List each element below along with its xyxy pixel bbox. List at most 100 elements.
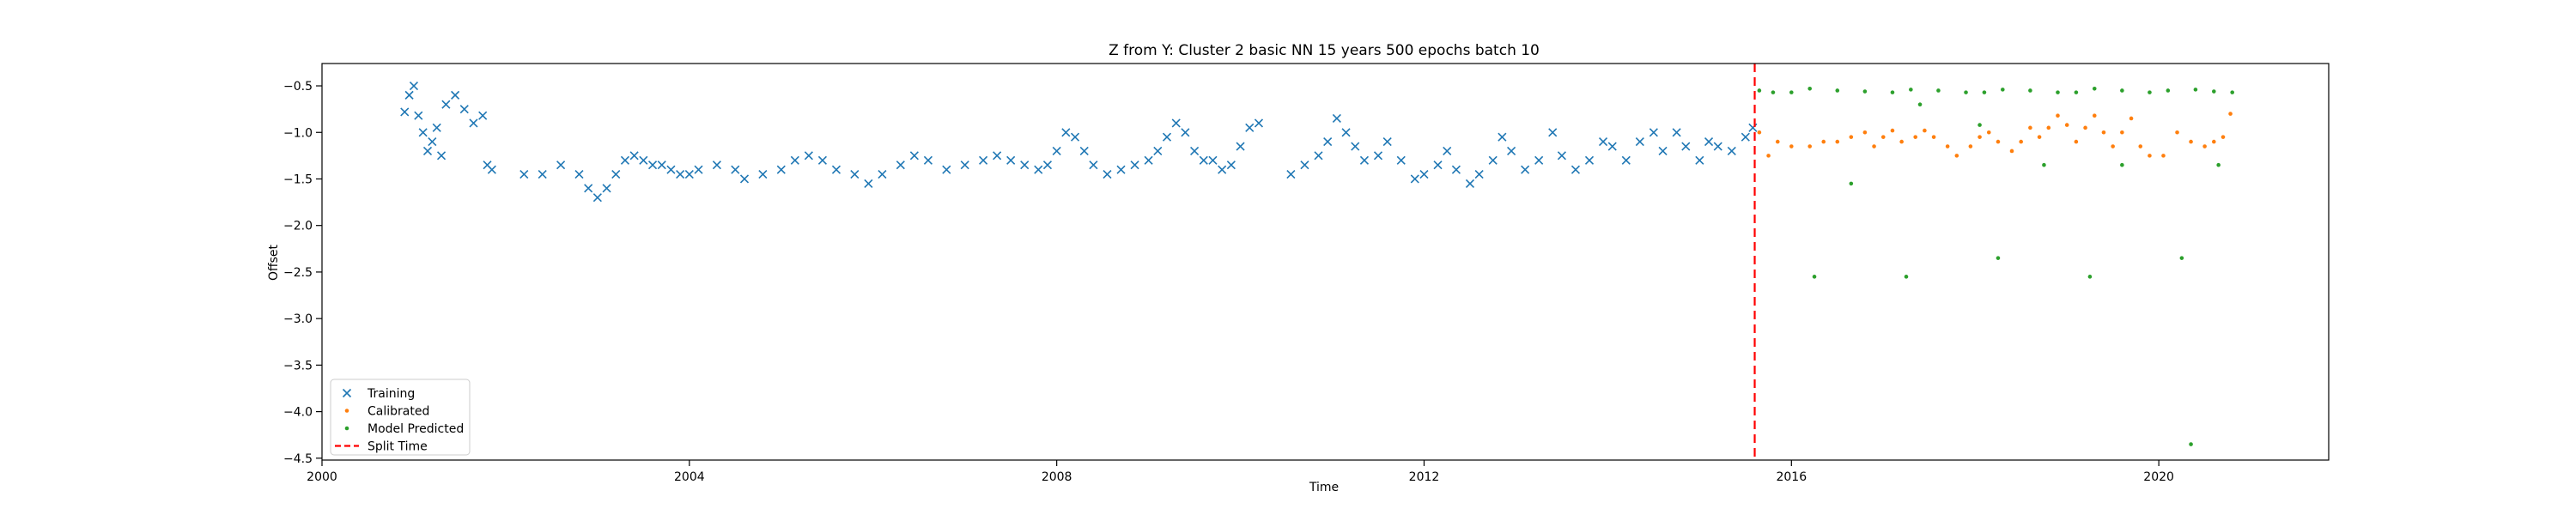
- training-point: [804, 151, 813, 161]
- calibrated-point: [2189, 139, 2193, 144]
- x-axis-label: Time: [1309, 481, 1339, 494]
- calibrated-point: [2129, 116, 2134, 121]
- calibrated-point: [1923, 128, 1927, 133]
- calibrated-point: [1880, 135, 1886, 139]
- predicted-point: [2042, 162, 2046, 167]
- calibrated-point: [2074, 139, 2079, 144]
- training-point: [1713, 142, 1722, 151]
- training-point: [1396, 155, 1406, 165]
- predicted-point: [1917, 102, 1923, 107]
- training-point: [960, 161, 969, 170]
- training-point: [666, 165, 676, 174]
- training-point: [1704, 137, 1714, 147]
- training-point: [684, 169, 694, 179]
- predicted-point: [2074, 90, 2079, 94]
- calibrated-point: [2019, 139, 2023, 144]
- training-point: [422, 146, 433, 156]
- training-point: [1208, 155, 1218, 165]
- predicted-point: [2166, 88, 2171, 93]
- training-point: [1042, 161, 1053, 170]
- training-point: [1488, 155, 1498, 165]
- training-point: [1635, 137, 1644, 147]
- training-point: [1443, 146, 1452, 156]
- calibrated-point: [1872, 144, 1876, 148]
- y-tick-label: −0.5: [283, 80, 313, 94]
- calibrated-point: [1954, 154, 1959, 158]
- training-point: [979, 155, 988, 165]
- training-point: [404, 90, 414, 100]
- training-point: [1695, 155, 1704, 165]
- training-point: [864, 179, 873, 188]
- training-point: [1236, 142, 1245, 151]
- y-tick-label: −4.0: [283, 406, 313, 420]
- calibrated-point: [1931, 135, 1936, 139]
- calibrated-point: [1757, 130, 1762, 135]
- calibrated-point: [1978, 135, 1982, 139]
- training-point: [1410, 174, 1419, 184]
- calibrated-point: [1945, 144, 1950, 148]
- training-point: [1034, 165, 1043, 174]
- training-point: [993, 151, 1002, 161]
- training-point: [1521, 165, 1530, 174]
- training-point: [1006, 155, 1016, 165]
- training-point: [1070, 132, 1080, 142]
- training-point: [1020, 161, 1030, 170]
- y-tick-label: −3.5: [283, 359, 313, 373]
- training-point: [942, 165, 951, 174]
- calibrated-point: [2046, 125, 2051, 130]
- calibrated-point: [1766, 154, 1771, 158]
- legend-box: [330, 379, 471, 456]
- training-point: [896, 161, 905, 170]
- training-point: [1658, 146, 1668, 156]
- training-point: [1534, 155, 1544, 165]
- training-point: [1571, 165, 1581, 174]
- training-point: [909, 151, 919, 161]
- predicted-point: [2148, 90, 2152, 94]
- calibrated-point: [2083, 125, 2087, 130]
- predicted-point: [2120, 88, 2124, 93]
- y-tick-label: −4.5: [283, 452, 313, 466]
- x-tick-label: 2004: [674, 470, 705, 484]
- calibrated-point: [1789, 144, 1794, 148]
- training-point: [676, 169, 685, 179]
- legend-marker: [344, 426, 349, 431]
- training-point: [1621, 155, 1631, 165]
- training-point: [1254, 118, 1264, 128]
- training-point: [469, 118, 478, 128]
- training-point: [1507, 146, 1516, 156]
- training-point: [1153, 146, 1163, 156]
- training-point: [1557, 151, 1566, 161]
- calibrated-point: [2228, 112, 2233, 116]
- training-point: [1341, 128, 1351, 137]
- training-point: [1598, 137, 1608, 147]
- calibrated-series: [1757, 112, 2233, 158]
- y-tick-label: −2.0: [283, 220, 313, 233]
- legend-label: Calibrated: [368, 405, 429, 419]
- training-point: [414, 111, 423, 120]
- training-point: [1672, 128, 1681, 137]
- model-predicted-series: [1757, 86, 2234, 446]
- training-point: [831, 165, 841, 174]
- training-point: [1323, 137, 1333, 147]
- training-point: [1079, 146, 1089, 156]
- calibrated-point: [1913, 135, 1917, 139]
- y-tick-label: −3.0: [283, 312, 313, 326]
- training-point: [776, 165, 786, 174]
- predicted-point: [2056, 90, 2060, 94]
- training-point: [418, 128, 428, 137]
- legend-label: Split Time: [368, 440, 428, 454]
- predicted-point: [1996, 256, 2001, 260]
- training-point: [1584, 155, 1595, 165]
- y-tick-label: −1.5: [283, 173, 313, 186]
- predicted-point: [1890, 90, 1895, 94]
- calibrated-point: [2175, 130, 2179, 135]
- training-point: [428, 137, 437, 147]
- y-axis-label: Offset: [267, 244, 281, 281]
- calibrated-point: [2202, 144, 2207, 148]
- calibrated-point: [2161, 154, 2166, 158]
- training-point: [1089, 161, 1098, 170]
- predicted-point: [1964, 90, 1968, 94]
- training-point: [1433, 161, 1443, 170]
- axes: 2000 2004 2008 2012 2016 2020 −0.5 −1.0 −1.5 −2.0…: [283, 80, 2174, 484]
